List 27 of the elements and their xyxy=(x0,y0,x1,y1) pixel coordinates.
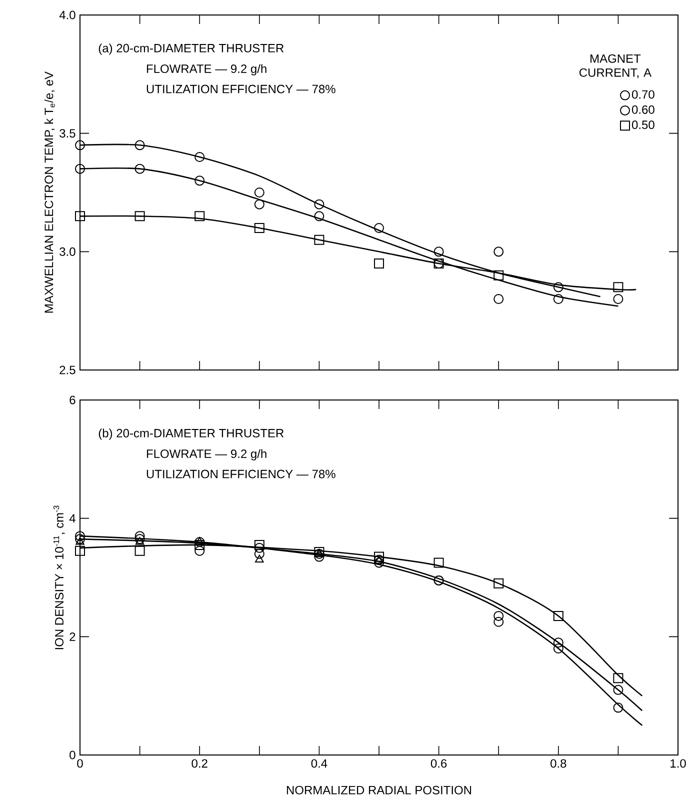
annotation: FLOWRATE — 9.2 g/h xyxy=(146,449,266,460)
x-tick-label: 0.2 xyxy=(192,759,208,768)
y-tick-label: 2 xyxy=(70,632,76,641)
x-tick-label: 1.0 xyxy=(670,759,686,768)
x-tick-label: 0 xyxy=(76,759,83,768)
y-tick-label: 4.0 xyxy=(59,10,76,20)
y-tick-label: 6 xyxy=(70,396,76,404)
annotation: (a) 20-cm-DIAMETER THRUSTER xyxy=(98,44,284,55)
y-axis-title: MAXWELLIAN ELECTRON TEMP, k T$_{e}$/e, eV xyxy=(44,72,55,313)
annotation: UTILIZATION EFFICIENCY — 78% xyxy=(146,470,336,478)
y-tick-label: 2.5 xyxy=(60,366,76,374)
y-tick-label: 4 xyxy=(69,514,76,522)
annotation: (b) 20-cm-DIAMETER THRUSTER xyxy=(98,428,284,440)
legend-label: 0.70 xyxy=(632,90,654,99)
annotation: UTILIZATION EFFICIENCY — 78% xyxy=(146,84,336,94)
legend-label: 0.60 xyxy=(632,105,654,114)
y-tick-label: 3.5 xyxy=(59,129,76,138)
x-tick-label: 0.6 xyxy=(430,759,446,768)
y-tick-label: 0 xyxy=(69,750,76,760)
x-axis-title: NORMALIZED RADIAL POSITION xyxy=(286,786,471,794)
legend-label: 0.50 xyxy=(632,120,654,130)
annotation: FLOWRATE — 9.2 g/h xyxy=(146,64,266,76)
legend-title: MAGNET CURRENT, A xyxy=(579,54,652,78)
x-tick-label: 0.4 xyxy=(311,759,328,768)
y-tick-label: 3.0 xyxy=(59,247,76,256)
x-tick-label: 0.8 xyxy=(550,759,566,768)
y-axis-title: ION DENSITY × 10$^{-11}$, cm$^{-3}$ xyxy=(53,506,65,650)
